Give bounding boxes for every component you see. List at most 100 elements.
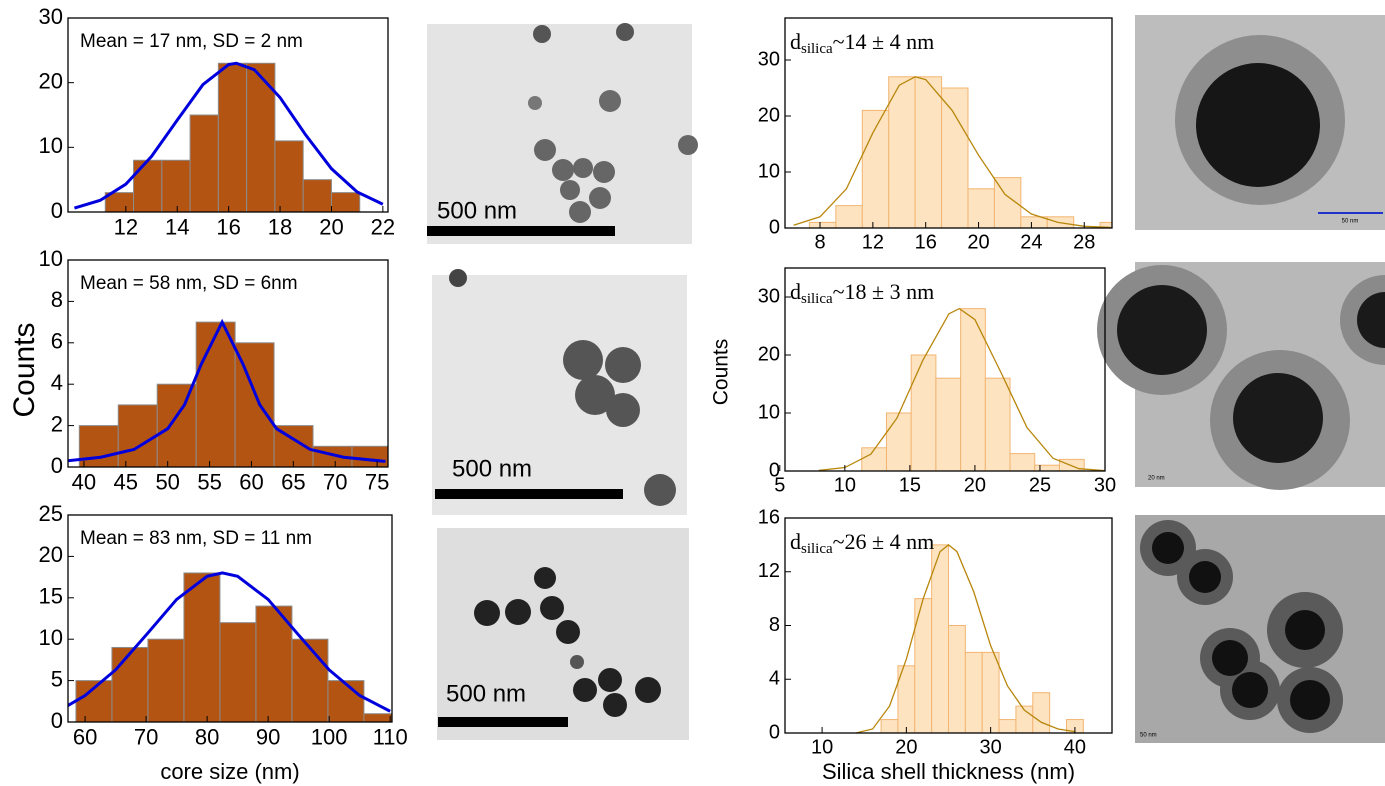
y-tick-label: 10	[39, 625, 63, 650]
x-tick-label: 75	[365, 469, 389, 494]
x-axis-label: core size (nm)	[160, 759, 299, 784]
histogram-bar	[161, 159, 191, 212]
annotation: dsilica~18 ± 3 nm	[790, 279, 934, 307]
tem-image: 500 nm	[432, 269, 687, 515]
histogram-bar	[1032, 692, 1051, 733]
histogram-bar	[111, 646, 149, 722]
y-tick-label: 15	[39, 584, 63, 609]
histogram-bar	[861, 109, 890, 228]
x-tick-label: 20	[895, 736, 917, 758]
histogram-bar	[888, 76, 916, 228]
histogram-bar	[351, 445, 388, 467]
x-axis-label: Silica shell thickness (nm)	[822, 759, 1075, 784]
histogram-bar	[147, 638, 185, 722]
histogram-bar	[931, 544, 950, 733]
x-tick-label: 25	[1029, 474, 1051, 496]
histogram-bar	[255, 605, 293, 722]
histogram-bar	[964, 651, 983, 733]
x-tick-label: 14	[165, 214, 189, 239]
x-tick-label: 80	[195, 724, 219, 749]
x-tick-label: 22	[371, 214, 395, 239]
x-tick-label: 8	[814, 231, 825, 253]
y-tick-label: 8	[51, 287, 63, 312]
y-tick-label: 6	[51, 329, 63, 354]
fit-curve	[68, 318, 386, 463]
histogram-bar	[274, 140, 304, 212]
y-tick-label: 0	[769, 459, 780, 481]
y-tick-label: 0	[769, 721, 780, 743]
x-tick-label: 60	[239, 469, 263, 494]
x-tick-label: 100	[311, 724, 348, 749]
scale-label: 500 nm	[452, 455, 532, 482]
x-tick-label: 20	[967, 231, 989, 253]
x-tick-label: 45	[114, 469, 138, 494]
plot-area	[73, 61, 384, 212]
annotation-subscript: silica	[801, 541, 833, 557]
x-tick-label: 10	[811, 736, 833, 758]
plot-area	[68, 571, 392, 722]
y-tick-label: 0	[769, 216, 780, 238]
histogram-bar	[78, 425, 119, 467]
histogram-bar	[183, 572, 221, 722]
tem-image: 20 nm	[1097, 262, 1385, 490]
histogram-bar	[935, 377, 962, 471]
x-tick-label: 70	[134, 724, 158, 749]
y-tick-label: 4	[51, 370, 63, 395]
y-tick-label: 10	[39, 246, 63, 271]
histogram-bar	[808, 221, 837, 228]
y-tick-label: 20	[39, 542, 63, 567]
plot-frame	[67, 514, 393, 723]
annotation-symbol: d	[790, 279, 801, 304]
annotation-subscript: silica	[801, 41, 833, 57]
scale-label: 500 nm	[446, 680, 526, 707]
x-tick-label: 70	[323, 469, 347, 494]
y-tick-label: 10	[758, 160, 780, 182]
histogram-bar	[914, 76, 943, 228]
y-tick-label: 16	[758, 506, 780, 528]
x-tick-label: 110	[373, 724, 408, 749]
y-tick-label: 30	[758, 285, 780, 307]
histogram-bar	[327, 680, 365, 722]
y-axis-label: Counts	[8, 322, 41, 417]
annotation: Mean = 58 nm, SD = 6nm	[80, 273, 298, 294]
annotation: dsilica~14 ± 4 nm	[790, 29, 934, 57]
fit-curve	[73, 61, 384, 210]
annotation-symbol: d	[790, 529, 801, 554]
y-tick-label: 5	[51, 666, 63, 691]
histogram-bar	[156, 383, 197, 467]
fit-curve	[68, 571, 391, 713]
x-tick-label: 10	[834, 474, 856, 496]
histogram-bar	[330, 192, 361, 212]
histogram-bar	[981, 651, 1000, 733]
histogram-bar	[835, 205, 863, 228]
y-tick-label: 0	[51, 708, 63, 733]
y-tick-label: 30	[39, 4, 63, 29]
x-tick-label: 16	[915, 231, 937, 253]
tem-image: 500 nm	[427, 23, 698, 244]
fit-curve	[855, 544, 1076, 733]
y-tick-label: 25	[39, 501, 63, 526]
plot-area	[855, 544, 1084, 733]
annotation-text: ~14 ± 4 nm	[833, 29, 935, 54]
y-tick-label: 8	[769, 614, 780, 636]
fit-curve	[793, 76, 1111, 228]
x-tick-label: 28	[1073, 231, 1095, 253]
histogram-bar	[133, 159, 163, 212]
histogram-bar	[967, 188, 995, 228]
plot-frame	[67, 259, 389, 468]
x-tick-label: 30	[1094, 474, 1116, 496]
scale-label: 50 nm	[1342, 219, 1359, 225]
histogram-bar	[948, 625, 966, 733]
y-tick-label: 20	[39, 68, 63, 93]
plot-frame	[784, 17, 1113, 229]
plot-area	[793, 76, 1112, 228]
x-tick-label: 5	[774, 474, 785, 496]
plot-frame	[784, 267, 1106, 472]
tem-image: 500 nm	[437, 528, 689, 740]
histogram-bar	[219, 622, 257, 722]
histogram-bar	[1020, 216, 1048, 228]
y-tick-label: 12	[758, 560, 780, 582]
annotation-text: ~18 ± 3 nm	[833, 279, 935, 304]
histogram-bar	[910, 354, 937, 471]
histogram-bar	[984, 377, 1011, 471]
